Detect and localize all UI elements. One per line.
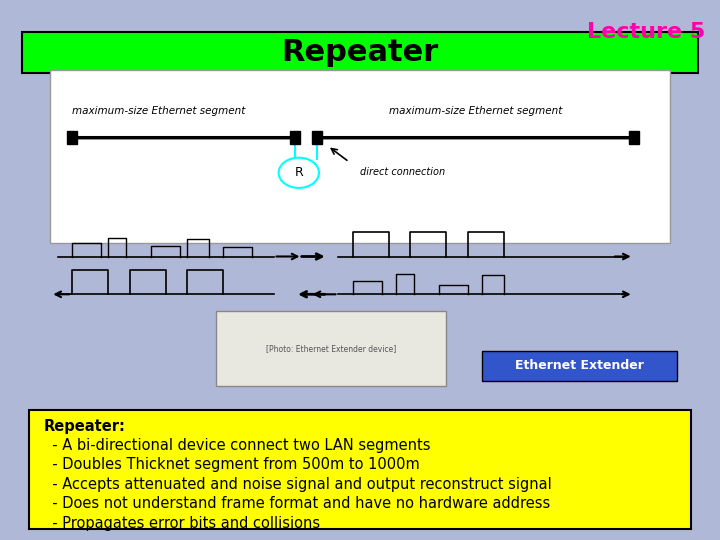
Text: - A bi-directional device connect two LAN segments: - A bi-directional device connect two LA… <box>43 438 431 453</box>
Text: - Doubles Thicknet segment from 500m to 1000m: - Doubles Thicknet segment from 500m to … <box>43 457 420 472</box>
Text: Lecture 5: Lecture 5 <box>588 22 706 42</box>
FancyBboxPatch shape <box>22 32 698 73</box>
Circle shape <box>279 158 319 188</box>
Text: [Photo: Ethernet Extender device]: [Photo: Ethernet Extender device] <box>266 344 396 353</box>
FancyBboxPatch shape <box>29 410 691 529</box>
Text: maximum-size Ethernet segment: maximum-size Ethernet segment <box>72 106 245 116</box>
FancyBboxPatch shape <box>629 131 639 144</box>
Text: Repeater:: Repeater: <box>43 418 125 434</box>
Text: - Accepts attenuated and noise signal and output reconstruct signal: - Accepts attenuated and noise signal an… <box>43 477 552 492</box>
Text: - Does not understand frame format and have no hardware address: - Does not understand frame format and h… <box>43 496 551 511</box>
Text: Ethernet Extender: Ethernet Extender <box>516 359 644 373</box>
FancyBboxPatch shape <box>290 131 300 144</box>
FancyBboxPatch shape <box>482 351 677 381</box>
FancyBboxPatch shape <box>312 131 322 144</box>
Text: direct connection: direct connection <box>360 167 445 178</box>
Text: R: R <box>294 166 303 179</box>
FancyBboxPatch shape <box>50 70 670 243</box>
Text: maximum-size Ethernet segment: maximum-size Ethernet segment <box>389 106 562 116</box>
FancyBboxPatch shape <box>216 310 446 386</box>
Text: - Propagates error bits and collisions: - Propagates error bits and collisions <box>43 516 320 531</box>
Text: Repeater: Repeater <box>282 38 438 67</box>
FancyBboxPatch shape <box>67 131 77 144</box>
